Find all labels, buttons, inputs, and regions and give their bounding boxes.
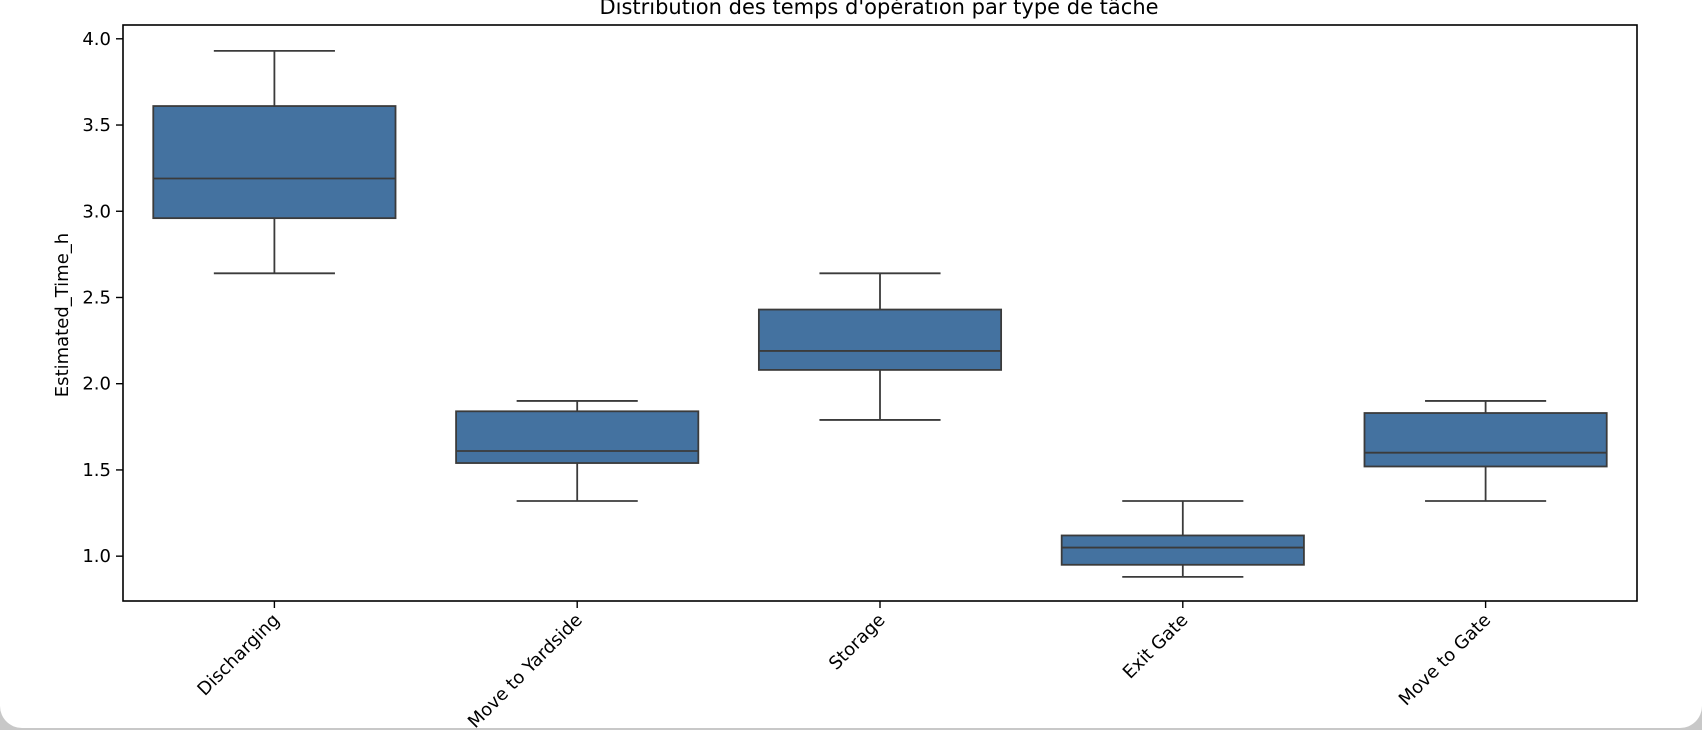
box-move-to-gate (1363, 400, 1608, 502)
y-tick-label: 1.0 (82, 546, 111, 567)
x-tick-label: Move to Gate (1395, 610, 1495, 710)
iqr-box (152, 105, 397, 220)
box-storage (757, 272, 1003, 421)
y-tick-label: 2.5 (82, 287, 111, 308)
y-tick-label: 1.5 (82, 460, 111, 481)
box-series (152, 49, 1608, 578)
x-axis-ticks: Discharging Move to Yardside Storage Exit G… (193, 601, 1495, 728)
y-tick-label: 2.0 (82, 374, 111, 395)
plot-frame (122, 24, 1638, 602)
y-axis-ticks: 1.0 1.5 2.0 2.5 3.0 3.5 4.0 (82, 29, 123, 567)
iqr-box (757, 308, 1003, 371)
x-tick-label: Discharging (193, 610, 283, 700)
y-axis-label: Estimated_Time_h (52, 233, 73, 397)
y-tick-label: 3.0 (82, 201, 111, 222)
box-exit-gate (1060, 500, 1305, 578)
chart-title: Distribution des temps d'opération par t… (599, 0, 1158, 19)
y-tick-label: 3.5 (82, 115, 111, 136)
y-tick-label: 4.0 (82, 29, 111, 50)
box-discharging (152, 49, 397, 275)
iqr-box (1363, 412, 1608, 468)
x-tick-label: Storage (825, 610, 890, 675)
x-tick-label: Move to Yardside (464, 610, 587, 728)
iqr-box (1060, 534, 1305, 566)
x-tick-label: Exit Gate (1119, 610, 1192, 683)
iqr-box (455, 410, 700, 464)
box-move-to-yardside (455, 400, 700, 502)
